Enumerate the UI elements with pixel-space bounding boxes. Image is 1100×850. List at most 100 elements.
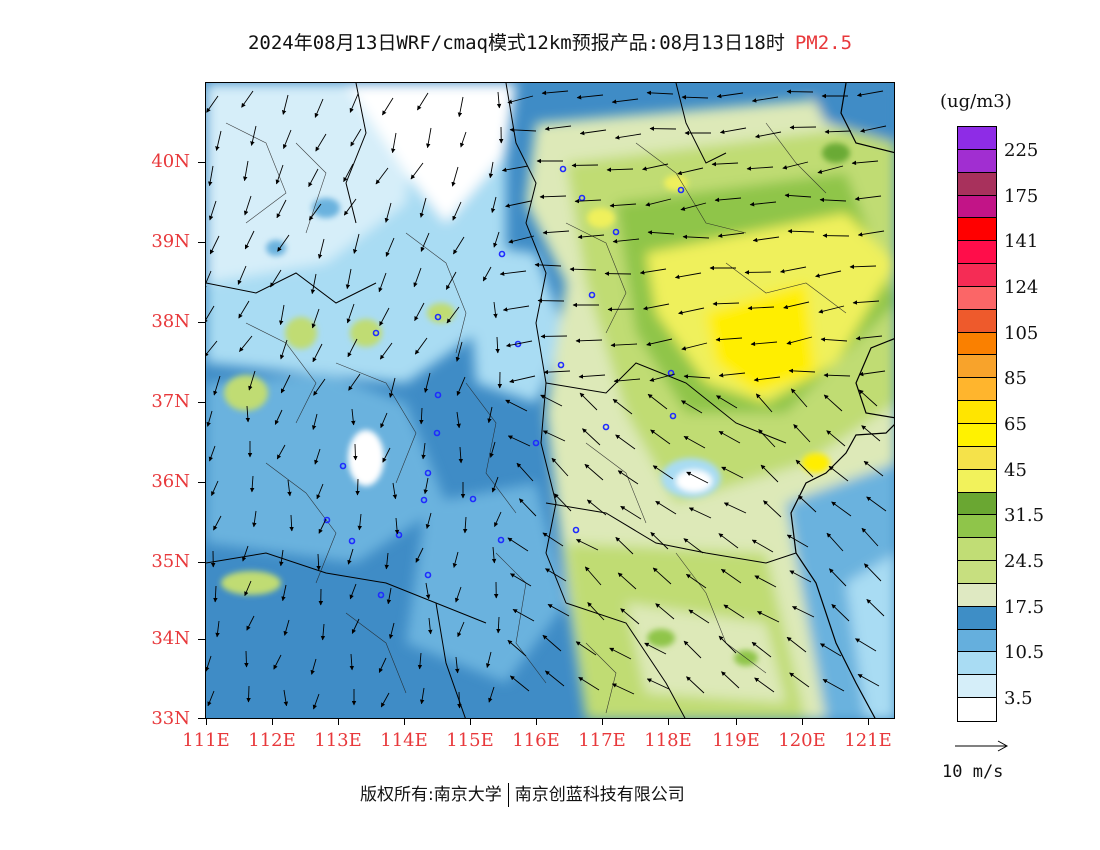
wind-arrow — [508, 235, 535, 244]
chart-title: 2024年08月13日WRF/cmaq模式12km预报产品:08月13日18时 P… — [0, 28, 1100, 55]
wind-arrow — [857, 673, 880, 687]
wind-arrow — [646, 338, 673, 347]
wind-arrow — [343, 163, 354, 183]
wind-arrow — [718, 430, 741, 444]
wind-arrow — [645, 198, 672, 207]
wind-arrow — [674, 272, 702, 280]
wind-arrow — [462, 516, 468, 534]
wind-arrow — [751, 539, 774, 553]
lat-label: 40N — [151, 151, 190, 172]
wind-arrow — [246, 685, 251, 703]
wind-arrow — [826, 532, 844, 552]
wind-arrow — [644, 642, 667, 655]
wind-arrow — [241, 90, 254, 108]
wind-arrow — [587, 602, 605, 621]
wind-arrow — [249, 475, 255, 493]
wind-arrow — [852, 300, 880, 305]
wind-arrow — [426, 127, 432, 149]
wind-arrow — [276, 444, 286, 460]
wind-arrow — [417, 92, 429, 111]
lat-tick — [198, 402, 205, 403]
wind-arrow — [509, 375, 536, 384]
legend-swatch — [958, 264, 996, 287]
wind-arrow — [752, 236, 780, 243]
wind-arrow — [357, 513, 362, 531]
wind-arrow — [579, 392, 598, 411]
wind-arrow — [496, 616, 501, 634]
wind-arrow — [646, 678, 670, 690]
wind-arrow — [445, 271, 457, 290]
wind-arrow — [540, 394, 563, 407]
wind-arrow — [754, 677, 775, 693]
wind-arrow — [211, 480, 219, 497]
wind-arrow — [512, 608, 535, 622]
wind-arrow — [311, 413, 318, 430]
wind-arrow — [237, 265, 247, 285]
legend-swatch — [958, 469, 996, 493]
wind-arrow — [392, 482, 398, 500]
map-panel[interactable] — [205, 82, 895, 719]
wind-arrow — [423, 372, 431, 393]
wind-arrow — [385, 237, 395, 257]
wind-arrow — [575, 338, 603, 344]
company-text: 南京创蓝科技有限公司 — [514, 785, 685, 805]
wind-arrow — [795, 459, 814, 478]
wind-scale-label: 10 m/s — [942, 762, 1004, 782]
wind-arrow — [317, 238, 325, 259]
wind-arrow — [414, 337, 428, 355]
wind-arrow — [750, 341, 778, 347]
wind-arrow — [509, 675, 530, 692]
wind-arrow — [382, 97, 394, 116]
wind-arrow — [788, 368, 816, 374]
lon-label: 115E — [446, 730, 494, 751]
lon-label: 111E — [182, 730, 230, 751]
wind-arrow — [279, 304, 285, 326]
lon-label: 118E — [644, 730, 692, 751]
wind-arrow — [415, 547, 424, 563]
wind-arrow — [355, 478, 360, 496]
lon-tick — [868, 719, 869, 725]
wind-arrow — [681, 342, 708, 351]
footer: 版权所有:南京大学 南京创蓝科技有限公司 — [360, 780, 685, 807]
wind-arrow — [782, 161, 809, 170]
wind-arrow — [831, 501, 852, 517]
wind-arrow — [507, 537, 529, 552]
wind-arrow — [487, 406, 493, 424]
wind-arrow — [351, 408, 356, 426]
wind-arrow — [861, 425, 881, 442]
wind-arrow — [678, 307, 705, 315]
legend-label: 10.5 — [1004, 642, 1045, 664]
wind-arrow — [353, 443, 358, 461]
wind-arrow — [543, 369, 571, 375]
wind-arrow — [789, 672, 810, 688]
wind-arrow — [855, 638, 877, 652]
wind-arrow — [280, 374, 291, 394]
wind-arrow — [861, 527, 879, 547]
wind-arrow — [455, 341, 463, 362]
wind-arrow — [544, 670, 565, 687]
legend-label: 24.5 — [1004, 551, 1045, 573]
wind-arrow — [542, 430, 566, 442]
lat-tick — [198, 242, 205, 243]
wind-arrow — [320, 623, 326, 641]
wind-arrow — [316, 483, 324, 500]
wind-arrow — [647, 393, 668, 410]
wind-arrow — [755, 131, 782, 139]
wind-arrow — [712, 301, 740, 307]
wind-arrow — [857, 230, 885, 237]
wind-arrow — [749, 201, 777, 207]
wind-arrow — [507, 435, 531, 447]
wind-arrow — [274, 409, 283, 425]
wind-arrow — [213, 515, 222, 531]
wind-arrow — [547, 603, 570, 617]
lat-label: 36N — [151, 471, 190, 492]
legend-unit: (ug/m3) — [940, 91, 1012, 112]
wind-arrow — [312, 693, 320, 710]
wind-arrow — [349, 583, 357, 600]
wind-arrow — [720, 568, 742, 584]
wind-arrow — [686, 471, 709, 484]
wind-arrow — [610, 342, 638, 348]
wind-arrow — [510, 573, 532, 587]
footer-divider — [507, 783, 509, 807]
wind-arrow — [451, 166, 459, 187]
